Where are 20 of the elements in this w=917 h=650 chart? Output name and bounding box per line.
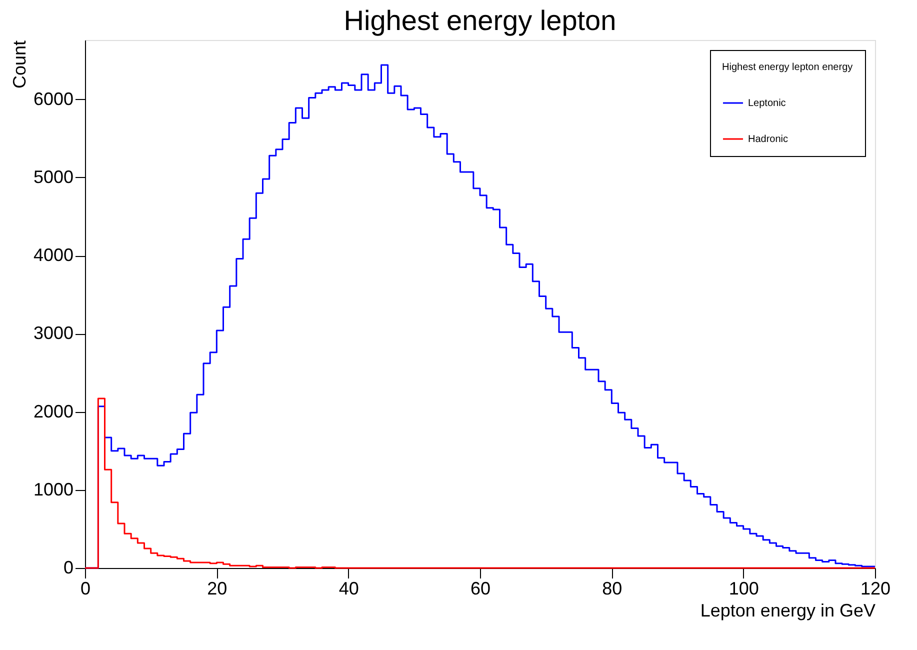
x-tick-label: 0 [80,578,91,598]
x-axis-title: Lepton energy in GeV [700,600,876,620]
legend-label: Leptonic [748,98,786,109]
legend-label: Hadronic [748,134,788,145]
x-tick-label: 80 [602,578,622,598]
x-tick-label: 60 [470,578,491,598]
chart-title: Highest energy lepton [344,5,616,36]
y-tick-label: 5000 [33,166,74,187]
y-tick-label: 3000 [33,323,74,344]
y-axis-title: Count [9,40,30,89]
x-tick-label: 20 [207,578,228,598]
y-tick-label: 2000 [33,401,74,422]
y-tick-label: 1000 [33,479,74,500]
y-tick-label: 4000 [33,245,74,266]
legend-title: Highest energy lepton energy [722,62,853,73]
x-tick-label: 40 [338,578,359,598]
x-tick-label: 100 [728,578,759,598]
y-tick-label: 6000 [33,88,74,109]
y-tick-label: 0 [63,558,74,578]
x-tick-label: 120 [860,578,891,598]
